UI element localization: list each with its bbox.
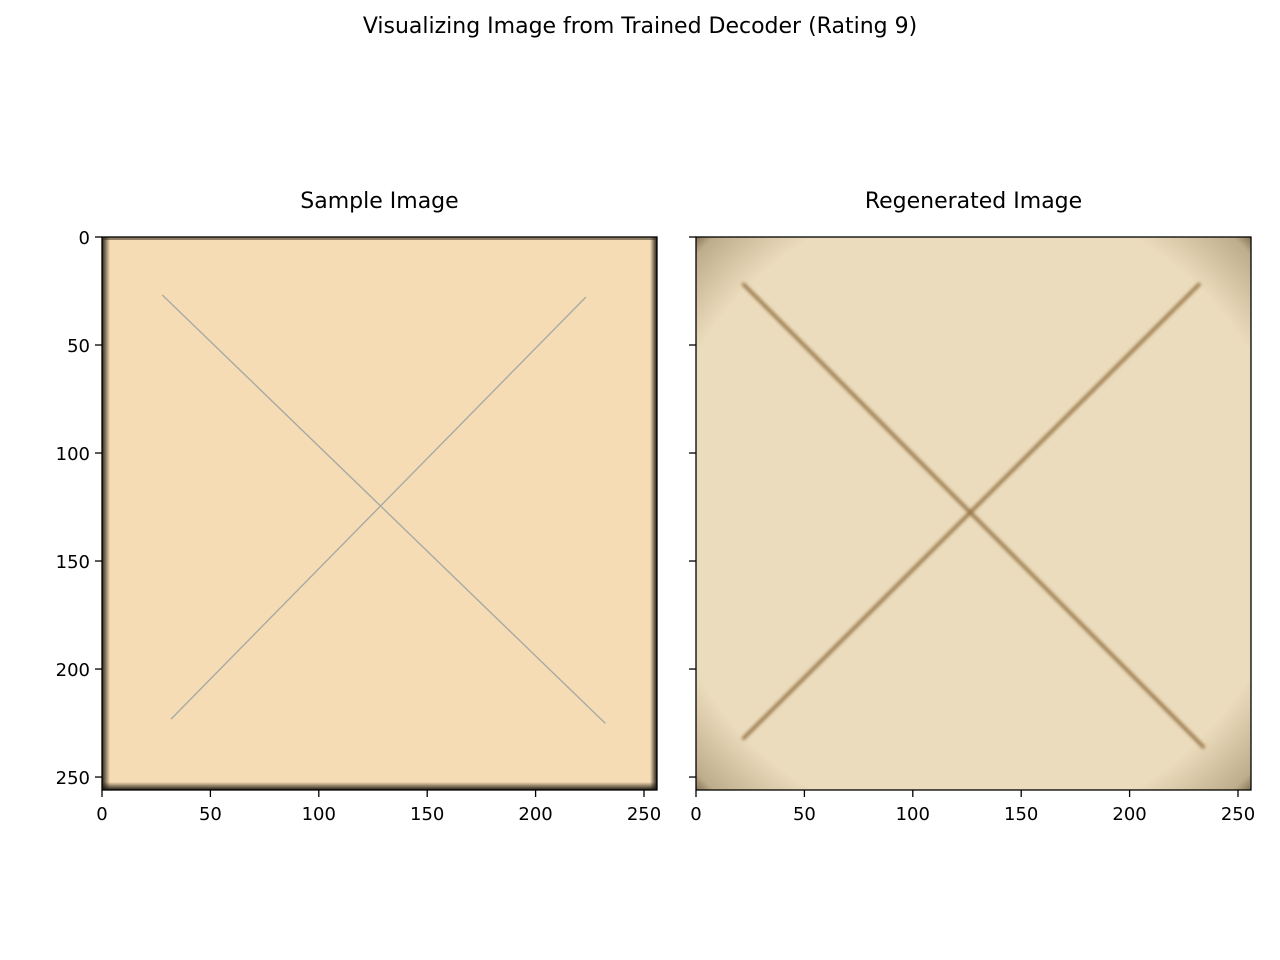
x-tick-label: 250 — [1221, 804, 1255, 825]
panel-title-sample: Sample Image — [300, 189, 459, 214]
x-tick-label: 0 — [96, 804, 107, 825]
x-tick-label: 200 — [518, 804, 552, 825]
x-tick-label: 150 — [410, 804, 444, 825]
scan-edge-top — [102, 237, 657, 240]
y-tick-label: 250 — [56, 768, 90, 789]
scan-edge-right — [650, 237, 657, 790]
panel-title-regenerated: Regenerated Image — [864, 189, 1083, 214]
y-tick-label: 0 — [79, 228, 90, 249]
image-content-1 — [696, 237, 1251, 790]
y-tick-label: 100 — [56, 444, 90, 465]
figure-title: Visualizing Image from Trained Decoder (… — [362, 14, 918, 39]
image-panel-0: 0 50 100 150 200 250 0 50 100 150 200 250 — [56, 228, 662, 825]
x-tick-label: 50 — [199, 804, 222, 825]
x-tick-label: 100 — [896, 804, 930, 825]
drawn-line-0 — [741, 282, 1206, 749]
image-background — [102, 237, 657, 790]
y-tick-label: 200 — [56, 660, 90, 681]
x-tick-label: 200 — [1112, 804, 1146, 825]
x-tick-label: 250 — [627, 804, 661, 825]
drawn-line-1 — [741, 282, 1201, 740]
x-tick-label: 100 — [302, 804, 336, 825]
image-panel-1: 0 50 100 150 200 250 — [689, 236, 1255, 825]
drawn-line-1 — [170, 296, 587, 720]
scan-edge-left — [102, 237, 110, 790]
y-tick-label: 50 — [67, 336, 90, 357]
x-tick-label: 50 — [793, 804, 816, 825]
scan-edge-bottom — [102, 782, 657, 790]
axes-frame — [695, 236, 1252, 791]
x-tick-label: 150 — [1004, 804, 1038, 825]
y-tick-label: 150 — [56, 552, 90, 573]
x-tick-label: 0 — [690, 804, 701, 825]
image-content-0 — [102, 237, 657, 790]
axes-frame — [101, 236, 658, 791]
drawn-line-0 — [162, 294, 606, 724]
